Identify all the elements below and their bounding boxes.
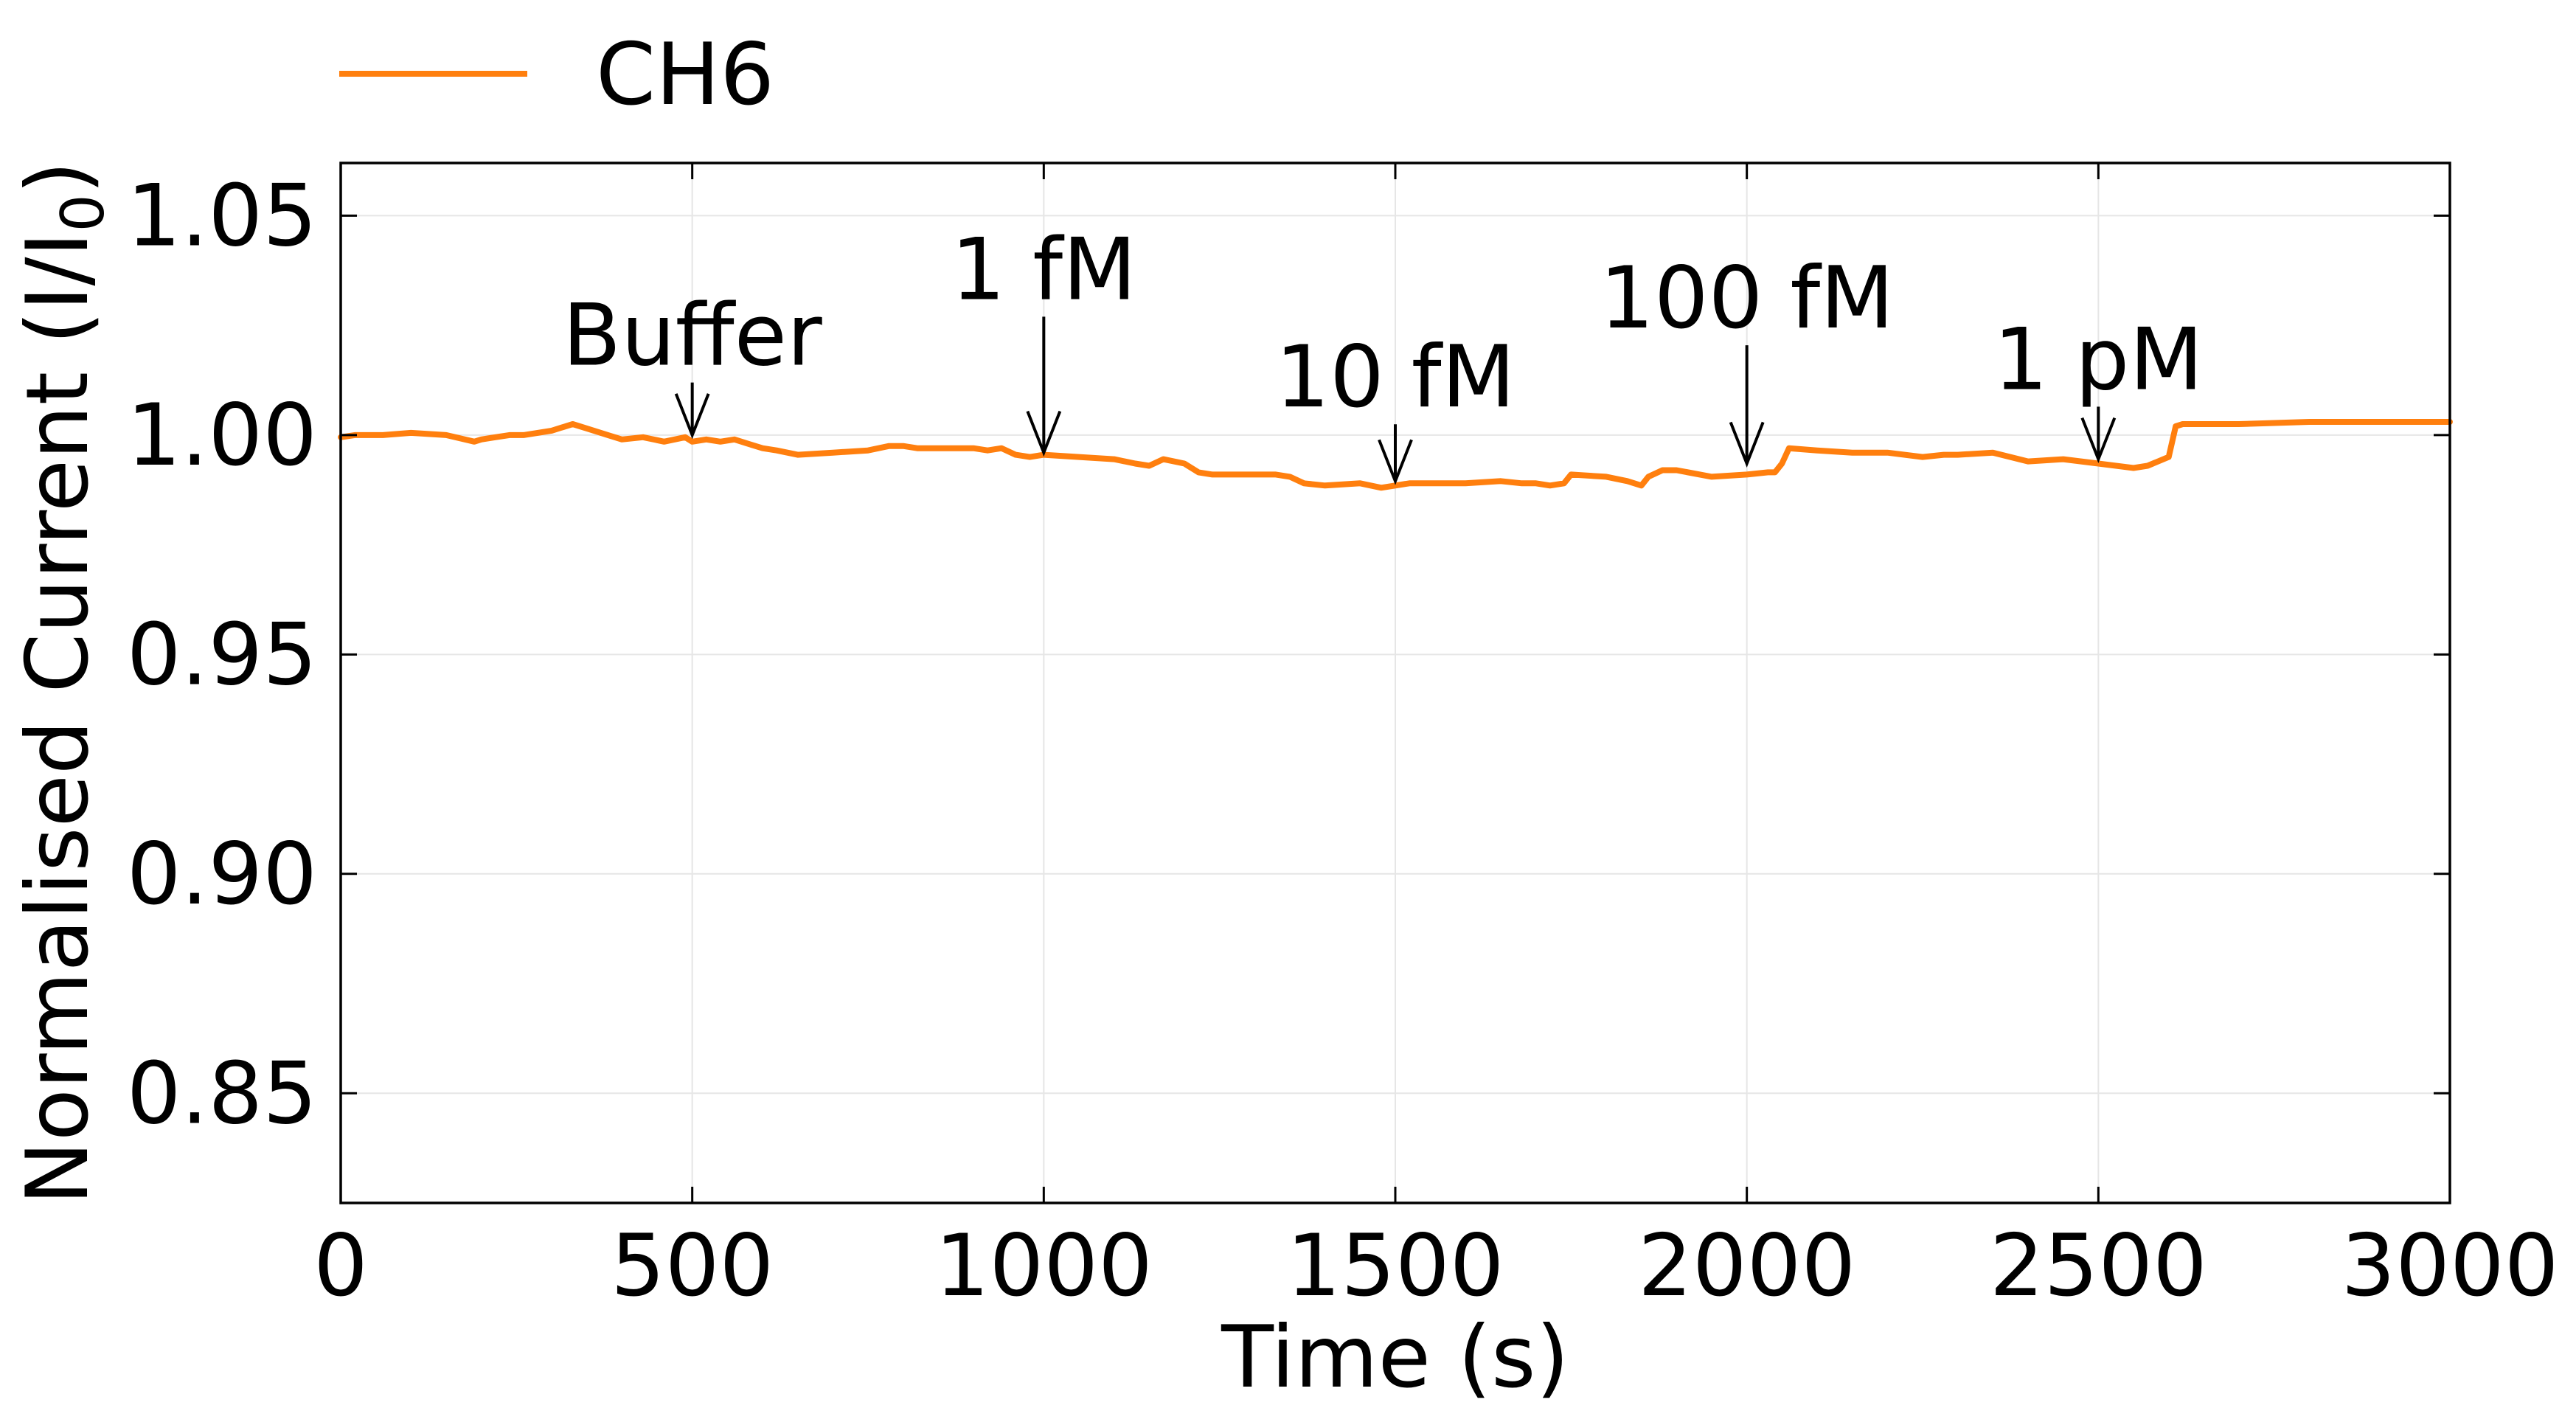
- y-axis-label-main: Normalised Current (I/I: [8, 232, 108, 1205]
- annotation-arrow-head: [1378, 439, 1413, 485]
- x-tick-label: 0: [313, 1216, 368, 1316]
- ticks: 0 500 1000 1500 2000 2500 3000 0.85 0.90 0.95 1.00…: [127, 163, 2559, 1316]
- y-tick-label: 0.85: [127, 1044, 317, 1143]
- annotation-label: Buffer: [563, 286, 822, 386]
- legend: CH6: [339, 25, 774, 125]
- y-axis-label-subscript: 0: [49, 194, 117, 232]
- y-axis-label-suffix: ): [8, 161, 108, 194]
- y-axis-label: Normalised Current (I/I0): [8, 161, 117, 1205]
- x-tick-label: 2500: [1990, 1216, 2207, 1316]
- annotation-arrow-head: [2080, 417, 2117, 464]
- x-tick-label: 1000: [935, 1216, 1153, 1316]
- x-tick-label: 1500: [1286, 1216, 1504, 1316]
- y-tick-label: 0.90: [127, 825, 317, 924]
- x-axis-label: Time (s): [1221, 1308, 1569, 1407]
- annotation-arrow-head: [1729, 421, 1765, 468]
- annotation-label: 1 fM: [951, 220, 1137, 319]
- x-tick-label: 3000: [2341, 1216, 2558, 1316]
- annotations: Buffer 1 fM 10 fM 100 fM 1 pM: [563, 220, 2204, 485]
- series-line-ch6: [338, 419, 2453, 491]
- annotation-arrow-head: [1026, 410, 1062, 457]
- annotation-arrow-head: [674, 393, 710, 440]
- annotation-label: 1 pM: [1993, 310, 2203, 409]
- annotation-label: 100 fM: [1600, 249, 1894, 348]
- y-tick-label: 1.05: [127, 166, 317, 266]
- x-tick-label: 2000: [1638, 1216, 1855, 1316]
- annotation-label: 10 fM: [1275, 327, 1515, 427]
- x-tick-label: 500: [611, 1216, 774, 1316]
- series-layer: [338, 419, 2453, 491]
- y-tick-label: 0.95: [127, 605, 317, 704]
- y-tick-label: 1.00: [127, 386, 317, 485]
- legend-label-ch6: CH6: [596, 25, 774, 125]
